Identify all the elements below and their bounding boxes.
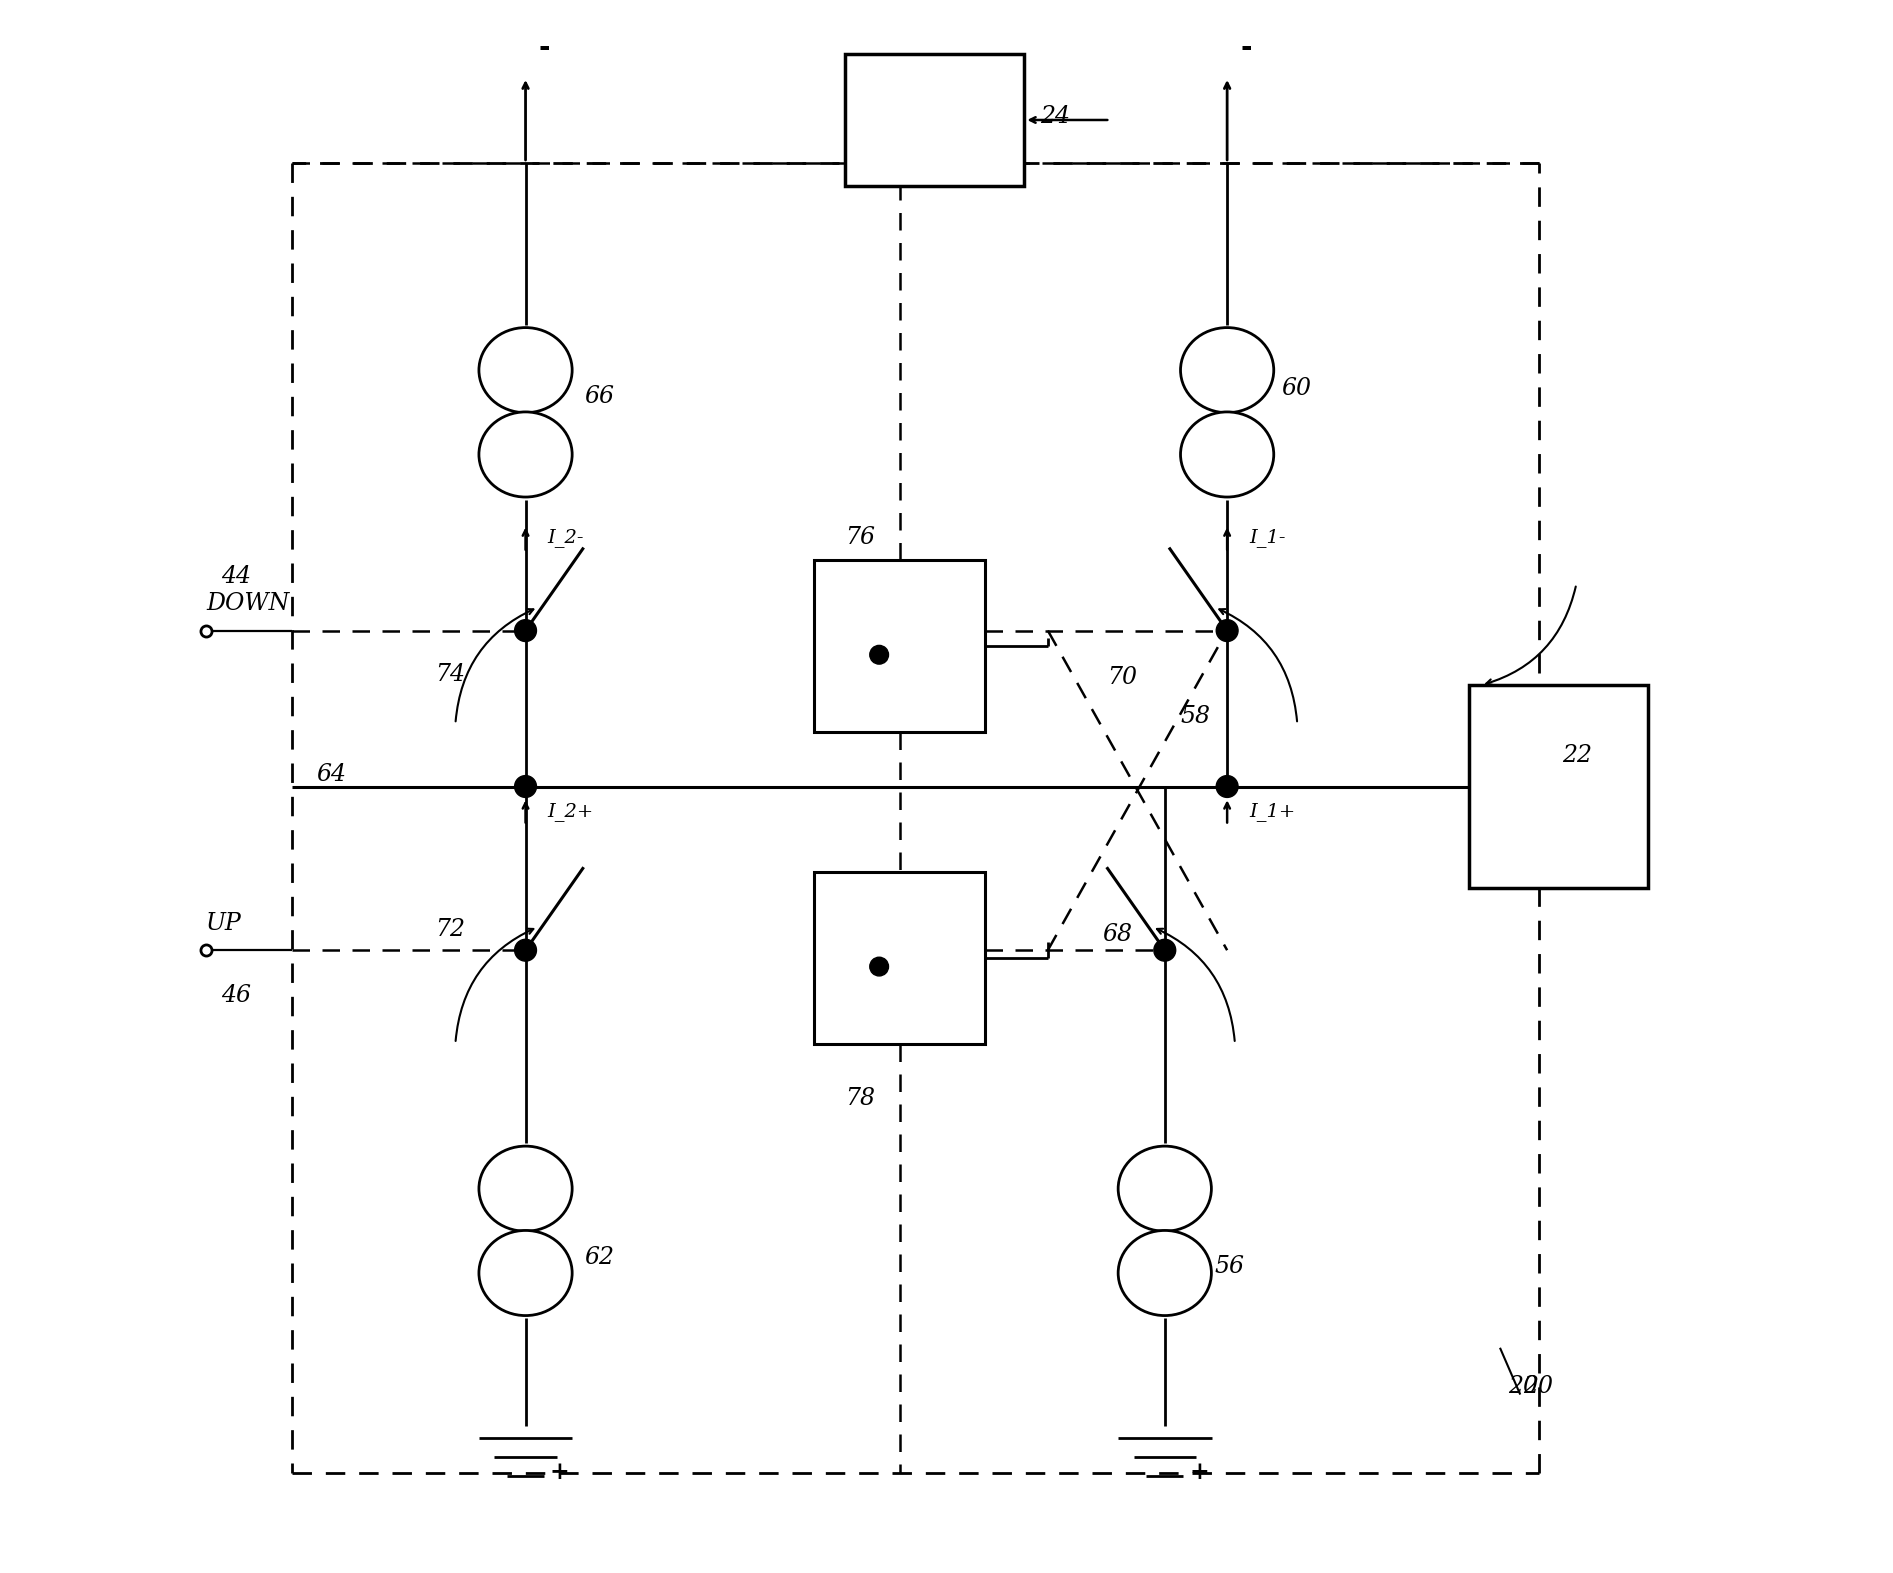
Text: 64: 64 <box>316 763 346 785</box>
Text: 20: 20 <box>1524 1375 1554 1398</box>
Text: 58: 58 <box>1181 705 1210 728</box>
Bar <box>814 560 986 731</box>
Ellipse shape <box>1181 412 1274 497</box>
Text: -: - <box>538 35 551 61</box>
Text: I_1+: I_1+ <box>1249 802 1295 821</box>
Bar <box>814 873 986 1044</box>
Bar <box>844 53 1024 186</box>
Ellipse shape <box>1119 1230 1212 1315</box>
Circle shape <box>515 939 536 961</box>
Circle shape <box>1155 939 1176 961</box>
Text: 60: 60 <box>1282 378 1312 401</box>
Text: -: - <box>1240 35 1251 61</box>
Text: 62: 62 <box>585 1246 615 1269</box>
Text: I_2-: I_2- <box>547 527 583 546</box>
Text: 72: 72 <box>435 919 466 941</box>
Circle shape <box>1215 775 1238 798</box>
Text: I_1-: I_1- <box>1249 527 1285 546</box>
Text: 66: 66 <box>585 385 615 409</box>
Text: 70: 70 <box>1107 665 1138 689</box>
Text: 76: 76 <box>844 525 875 549</box>
Text: I_2+: I_2+ <box>547 802 594 821</box>
Text: 56: 56 <box>1215 1255 1246 1279</box>
Text: 46: 46 <box>221 985 252 1007</box>
Ellipse shape <box>1181 327 1274 412</box>
Circle shape <box>869 645 888 664</box>
Text: +: + <box>551 1460 570 1483</box>
Circle shape <box>515 620 536 642</box>
Text: UP: UP <box>206 912 242 934</box>
Circle shape <box>515 775 536 798</box>
Text: 44: 44 <box>221 565 252 588</box>
Ellipse shape <box>479 1230 572 1315</box>
Ellipse shape <box>479 1147 572 1232</box>
Text: 68: 68 <box>1102 923 1132 945</box>
Text: +: + <box>1189 1460 1210 1483</box>
Ellipse shape <box>479 412 572 497</box>
Text: 22: 22 <box>1562 744 1592 766</box>
Ellipse shape <box>1119 1147 1212 1232</box>
Text: 24: 24 <box>1039 104 1070 127</box>
Text: 78: 78 <box>844 1087 875 1111</box>
Circle shape <box>1215 620 1238 642</box>
Ellipse shape <box>479 327 572 412</box>
Text: DOWN: DOWN <box>206 591 290 615</box>
Text: 74: 74 <box>435 662 466 686</box>
Text: 20: 20 <box>1509 1375 1537 1398</box>
Bar <box>1469 686 1649 887</box>
Circle shape <box>869 958 888 975</box>
